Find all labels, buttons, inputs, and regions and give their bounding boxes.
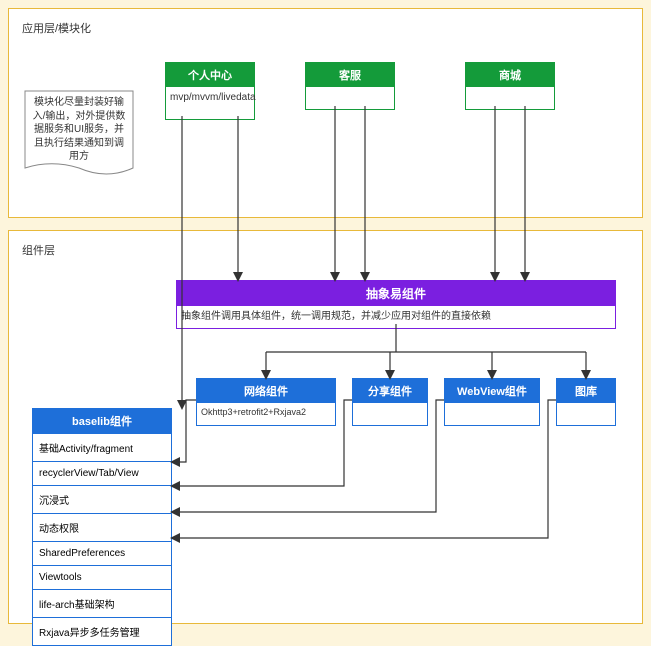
baselib-items: 基础Activity/fragmentrecyclerView/Tab/View… (33, 433, 171, 645)
baselib-list-item: 基础Activity/fragment (33, 433, 171, 461)
node-abstract-component: 抽象易组件 抽象组件调用具体组件，统一调用规范，并减少应用对组件的直接依赖 (176, 280, 616, 329)
baselib-list-item: Viewtools (33, 565, 171, 589)
node-mall-title: 商城 (466, 63, 554, 87)
baselib-list-item: 沉浸式 (33, 485, 171, 513)
baselib-list-item: Rxjava异步多任务管理 (33, 617, 171, 645)
node-webview-component: WebView组件 (444, 378, 540, 426)
node-mall: 商城 (465, 62, 555, 110)
baselib-list-item: life-arch基础架构 (33, 589, 171, 617)
baselib-list-item: 动态权限 (33, 513, 171, 541)
node-gallery-component: 图库 (556, 378, 616, 426)
baselib-list-item: SharedPreferences (33, 541, 171, 565)
node-gallery-title: 图库 (557, 379, 615, 403)
node-net-title: 网络组件 (197, 379, 335, 403)
node-share-component: 分享组件 (352, 378, 428, 426)
component-layer-title: 组件层 (22, 242, 55, 258)
node-kefu-title: 客服 (306, 63, 394, 87)
node-kefu-body (306, 87, 394, 109)
node-gallery-body (557, 403, 615, 425)
node-personal-title: 个人中心 (166, 63, 254, 87)
node-network-component: 网络组件 Okhttp3+retrofit2+Rxjava2 (196, 378, 336, 426)
node-personal-center: 个人中心 mvp/mvvm/livedata (165, 62, 255, 120)
node-net-body: Okhttp3+retrofit2+Rxjava2 (197, 403, 335, 425)
node-mall-body (466, 87, 554, 109)
app-layer-title: 应用层/模块化 (22, 20, 91, 36)
node-abstract-body: 抽象组件调用具体组件，统一调用规范，并减少应用对组件的直接依赖 (177, 306, 615, 328)
node-share-body (353, 403, 427, 425)
node-abstract-title: 抽象易组件 (177, 281, 615, 306)
baselib-list-item: recyclerView/Tab/View (33, 461, 171, 485)
node-webview-body (445, 403, 539, 425)
note-text: 模块化尽量封装好输入/输出，对外提供数据服务和UI服务，并且执行结果通知到调用方 (24, 90, 134, 161)
node-webview-title: WebView组件 (445, 379, 539, 403)
node-customer-service: 客服 (305, 62, 395, 110)
node-share-title: 分享组件 (353, 379, 427, 403)
node-personal-body: mvp/mvvm/livedata (166, 87, 254, 119)
node-baselib-component: baselib组件 基础Activity/fragmentrecyclerVie… (32, 408, 172, 646)
node-baselib-title: baselib组件 (33, 409, 171, 433)
